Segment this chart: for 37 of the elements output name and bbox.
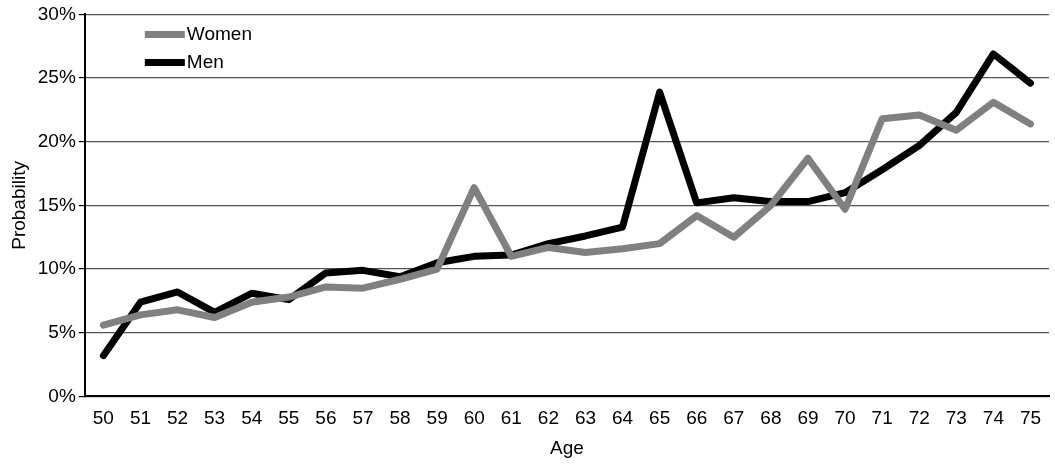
x-tick-label: 72 <box>908 407 930 429</box>
x-tick-label: 59 <box>426 407 448 429</box>
x-tick-label: 60 <box>463 407 485 429</box>
x-tick-label: 61 <box>500 407 522 429</box>
x-tick-label: 71 <box>871 407 893 429</box>
x-tick-label: 70 <box>834 407 856 429</box>
x-tick-label: 51 <box>129 407 152 429</box>
x-tick-label: 52 <box>166 407 189 429</box>
y-axis-title: Probability <box>7 160 29 250</box>
y-tick-label: 5% <box>48 320 76 342</box>
x-tick-label: 63 <box>574 407 597 429</box>
x-tick-label: 66 <box>686 407 708 429</box>
x-tick-label: 62 <box>537 407 559 429</box>
y-tick-label: 15% <box>37 193 76 215</box>
x-tick-label: 64 <box>611 407 634 429</box>
y-tick-label: 20% <box>37 129 76 151</box>
y-tick-label: 0% <box>48 384 76 406</box>
x-tick-label: 54 <box>241 407 263 429</box>
x-tick-label: 57 <box>352 407 374 429</box>
x-tick-label: 73 <box>945 407 967 429</box>
x-tick-label: 53 <box>204 407 226 429</box>
y-tick-label: 30% <box>37 2 76 24</box>
x-tick-label: 50 <box>92 407 114 429</box>
legend-label: Women <box>186 22 252 44</box>
x-tick-label: 58 <box>389 407 411 429</box>
y-tick-label: 10% <box>37 257 76 279</box>
legend-label: Men <box>186 50 224 72</box>
x-tick-label: 56 <box>315 407 337 429</box>
x-tick-label: 55 <box>278 407 300 429</box>
y-tick-label: 25% <box>37 66 76 88</box>
x-axis-title: Age <box>550 436 584 458</box>
x-tick-label: 74 <box>982 407 1005 429</box>
x-tick-label: 75 <box>1019 407 1042 429</box>
x-tick-label: 69 <box>797 407 819 429</box>
x-tick-label: 65 <box>649 407 671 429</box>
x-tick-label: 68 <box>760 407 782 429</box>
x-tick-label: 67 <box>723 407 745 429</box>
